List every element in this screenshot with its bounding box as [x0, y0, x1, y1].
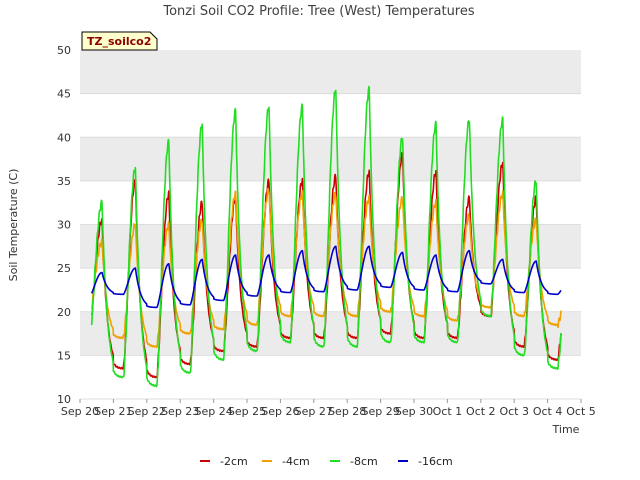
y-tick-label: 45	[57, 88, 71, 101]
chart-title: Tonzi Soil CO2 Profile: Tree (West) Temp…	[162, 4, 475, 19]
station-badge: TZ_soilco2	[81, 31, 158, 51]
legend-label: -16cm	[418, 455, 453, 468]
legend-label: -4cm	[282, 455, 310, 468]
x-tick-label: Sep 22	[128, 405, 166, 418]
legend: -2cm -4cm -8cm -16cm	[200, 455, 453, 468]
x-tick-label: Oct 2	[466, 405, 496, 418]
series-line-minus-16cm	[90, 245, 562, 309]
plot-area	[90, 85, 562, 388]
x-tick-label: Sep 25	[228, 405, 266, 418]
x-tick-label: Sep 20	[61, 405, 99, 418]
x-tick-label: Oct 3	[499, 405, 529, 418]
legend-label: -2cm	[220, 455, 248, 468]
y-tick-label: 40	[57, 131, 71, 144]
y-axis-label: Soil Temperature (C)	[7, 169, 20, 282]
y-tick-label: 30	[57, 219, 71, 232]
x-tick-label: Sep 29	[361, 405, 399, 418]
x-tick-label: Sep 28	[328, 405, 366, 418]
y-tick-label: 20	[57, 306, 71, 319]
y-axis-ticks: 10 15 20 25 30 35 40 45 50	[57, 44, 71, 406]
x-tick-label: Sep 27	[295, 405, 333, 418]
x-tick-label: Oct 4	[533, 405, 563, 418]
x-tick-label: Sep 24	[194, 405, 232, 418]
y-tick-label: 50	[57, 44, 71, 57]
x-tick-label: Oct 1	[433, 405, 463, 418]
y-tick-label: 35	[57, 175, 71, 188]
x-tick-label: Sep 23	[161, 405, 199, 418]
x-axis-label: Time	[552, 423, 580, 436]
series-line-minus-8cm	[90, 85, 562, 388]
x-tick-label: Sep 30	[395, 405, 433, 418]
x-tick-label: Sep 26	[261, 405, 299, 418]
legend-label: -8cm	[350, 455, 378, 468]
y-tick-label: 10	[57, 393, 71, 406]
station-badge-text: TZ_soilco2	[87, 35, 151, 48]
x-tick-label: Oct 5	[566, 405, 596, 418]
x-tick-label: Sep 21	[94, 405, 132, 418]
y-tick-label: 15	[57, 349, 71, 362]
y-tick-label: 25	[57, 262, 71, 275]
